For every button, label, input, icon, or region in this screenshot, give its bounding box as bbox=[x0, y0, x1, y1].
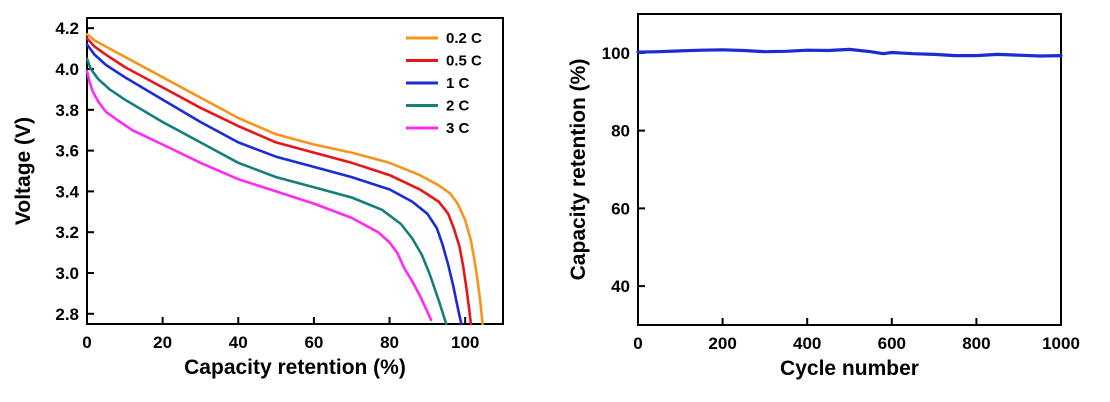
y-tick-label: 80 bbox=[611, 122, 630, 141]
voltage-chart-x-axis-title: Capacity retention (%) bbox=[184, 356, 406, 379]
legend-label: 2 C bbox=[446, 98, 470, 115]
y-tick-label: 3.4 bbox=[55, 182, 79, 201]
cycling-chart-frame bbox=[637, 13, 1062, 326]
y-tick-label: 2.8 bbox=[55, 305, 79, 324]
x-tick-label: 400 bbox=[793, 334, 821, 353]
voltage-chart-y-axis-title: Voltage (V) bbox=[12, 117, 35, 225]
x-tick-label: 40 bbox=[229, 333, 248, 352]
series-line-3-c bbox=[85, 69, 433, 322]
x-tick-label: 800 bbox=[962, 334, 990, 353]
cycling-chart-y-axis-title: Capacity retention (%) bbox=[567, 59, 590, 281]
cycling-chart-ticks: 0 200 400 600 800 1000 40 60 80 100 bbox=[602, 44, 1080, 353]
voltage-chart-ticks: 0 20 40 60 80 100 2.8 3.0 3.2 3.4 3.6 3.8 4.0 4.2 bbox=[55, 19, 479, 352]
x-tick-label: 1000 bbox=[1042, 334, 1080, 353]
y-tick-label: 3.2 bbox=[55, 223, 79, 242]
x-tick-label: 0 bbox=[82, 333, 91, 352]
y-tick-label: 3.0 bbox=[55, 264, 79, 283]
series-line-capacity-retention bbox=[636, 47, 1063, 58]
y-tick-label: 3.6 bbox=[55, 142, 79, 161]
voltage-chart-series bbox=[85, 32, 484, 326]
x-tick-label: 100 bbox=[451, 333, 479, 352]
x-tick-label: 20 bbox=[153, 333, 172, 352]
x-tick-label: 0 bbox=[633, 334, 642, 353]
legend-label: 0.2 C bbox=[446, 30, 482, 47]
y-tick-label: 60 bbox=[611, 199, 630, 218]
series-line-0-2-c bbox=[85, 32, 484, 326]
y-tick-label: 100 bbox=[602, 44, 630, 63]
voltage-chart-frame bbox=[86, 17, 504, 325]
cycling-chart-x-axis-title: Cycle number bbox=[780, 357, 919, 380]
x-tick-label: 80 bbox=[380, 333, 399, 352]
y-tick-label: 40 bbox=[611, 277, 630, 296]
legend-label: 0.5 C bbox=[446, 53, 482, 70]
legend-label: 3 C bbox=[446, 120, 470, 137]
x-tick-label: 60 bbox=[304, 333, 323, 352]
y-tick-label: 4.2 bbox=[55, 19, 79, 38]
cycling-chart-series bbox=[636, 47, 1063, 58]
y-tick-label: 3.8 bbox=[55, 101, 79, 120]
voltage-chart-legend: 0.2 C 0.5 C 1 C 2 C 3 C bbox=[406, 30, 482, 137]
series-line-1-c bbox=[85, 43, 463, 326]
series-line-0-5-c bbox=[85, 37, 473, 326]
x-tick-label: 600 bbox=[878, 334, 906, 353]
y-tick-label: 4.0 bbox=[55, 60, 79, 79]
series-line-2-c bbox=[85, 57, 448, 326]
x-tick-label: 200 bbox=[708, 334, 736, 353]
legend-label: 1 C bbox=[446, 75, 470, 92]
voltage-chart: 0 20 40 60 80 100 2.8 3.0 3.2 3.4 3.6 3.8 4.0 4.2 0.2… bbox=[12, 17, 504, 379]
